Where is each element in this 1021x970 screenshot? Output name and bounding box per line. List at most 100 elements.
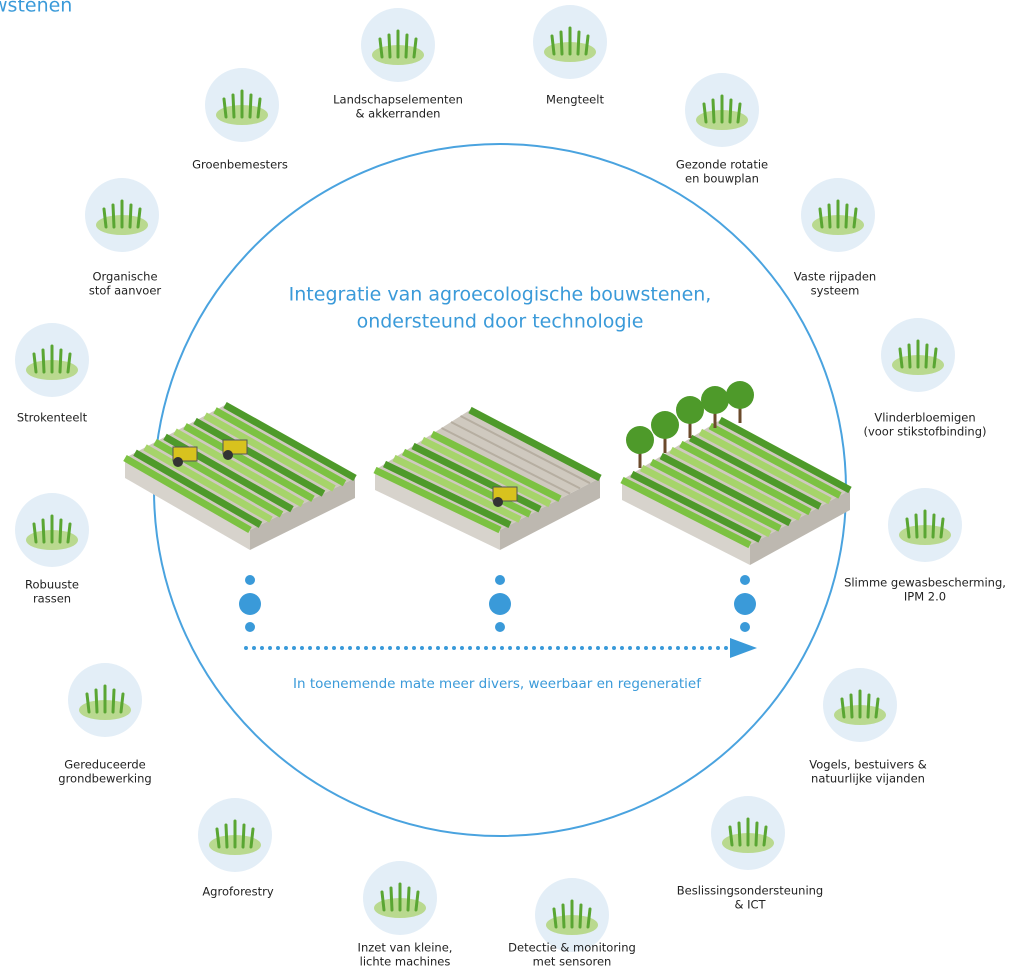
- node-icon-leaf: [258, 99, 260, 117]
- node-icon-leaf: [739, 823, 740, 845]
- stage-dot: [740, 622, 750, 632]
- node-label: Landschapselementen: [333, 93, 463, 107]
- node-icon-leaf: [842, 699, 844, 717]
- node-label: lichte machines: [360, 955, 451, 969]
- stage-dot: [495, 622, 505, 632]
- center-title: ondersteund door technologie: [357, 311, 644, 333]
- node-label: natuurlijke vijanden: [811, 772, 925, 786]
- node-icon-leaf: [934, 349, 936, 367]
- node-icon-leaf: [552, 36, 554, 54]
- node-icon-leaf: [60, 520, 61, 542]
- node-label: Vogels, bestuivers &: [809, 758, 926, 772]
- node-icon-leaf: [34, 354, 36, 372]
- stage-dot: [734, 593, 756, 615]
- node-icon-leaf: [34, 524, 36, 542]
- node-label: stof aanvoer: [89, 284, 162, 298]
- node-label: (voor stikstofbinding): [863, 425, 986, 439]
- node-icon-leaf: [224, 99, 226, 117]
- node-icon-leaf: [380, 39, 382, 57]
- node-label: IPM 2.0: [904, 590, 946, 604]
- arrow-head: [730, 638, 757, 658]
- node-icon-leaf: [820, 209, 822, 227]
- node-label: systeem: [811, 284, 860, 298]
- tree-crown: [676, 396, 704, 424]
- node-icon-leaf: [588, 909, 590, 927]
- node-icon-leaf: [251, 829, 253, 847]
- node-icon-leaf: [233, 95, 234, 117]
- node-icon-leaf: [68, 354, 70, 372]
- node-icon-leaf: [43, 350, 44, 372]
- node-icon-leaf: [406, 35, 407, 57]
- node-icon-leaf: [68, 524, 70, 542]
- node-icon-leaf: [907, 519, 909, 537]
- stage-dot: [740, 575, 750, 585]
- node-icon-leaf: [580, 905, 581, 927]
- node-icon-leaf: [926, 345, 927, 367]
- node-label: Detectie & monitoring: [508, 941, 636, 955]
- node-icon-leaf: [764, 827, 766, 845]
- node-icon-leaf: [243, 825, 244, 847]
- node-icon-leaf: [868, 695, 869, 717]
- node-icon-leaf: [730, 100, 731, 122]
- node-icon-leaf: [586, 36, 588, 54]
- node-icon-leaf: [554, 909, 556, 927]
- stage-dot: [245, 575, 255, 585]
- node-icon-leaf: [876, 699, 878, 717]
- node-icon-leaf: [389, 35, 390, 57]
- stage-dot: [239, 593, 261, 615]
- fields: [125, 381, 850, 565]
- node-icon-leaf: [87, 694, 89, 712]
- node-label: Vaste rijpaden: [794, 270, 876, 284]
- node-label: en bouwplan: [685, 172, 759, 186]
- center-subtitle: In toenemende mate meer divers, weerbaar…: [293, 676, 702, 692]
- node-icon-leaf: [104, 209, 106, 227]
- node-label: Robuuste: [25, 578, 79, 592]
- node-icon-leaf: [900, 349, 902, 367]
- node-label: Vlinderbloemigen: [874, 411, 975, 425]
- page: wstenen Integratie van agroecologische b…: [0, 0, 1021, 970]
- node-label: Slimme gewasbescherming,: [844, 576, 1006, 590]
- node-icon-leaf: [933, 515, 934, 537]
- node-icon-leaf: [113, 690, 114, 712]
- node-icon-leaf: [130, 205, 131, 227]
- tree-crown: [651, 411, 679, 439]
- node-label: Groenbemesters: [192, 158, 288, 172]
- node-icon-leaf: [578, 32, 579, 54]
- wheel: [173, 457, 183, 467]
- diagram: wstenen Integratie van agroecologische b…: [0, 0, 1021, 970]
- node-label: Mengteelt: [546, 93, 604, 107]
- node-label: Inzet van kleine,: [358, 941, 453, 955]
- node-label: met sensoren: [533, 955, 612, 969]
- node-label: grondbewerking: [58, 772, 151, 786]
- node-icon-leaf: [851, 695, 852, 717]
- center-title: Integratie van agroecologische bouwstene…: [289, 284, 712, 306]
- node-label: Beslissingsondersteuning: [677, 884, 823, 898]
- node-icon-leaf: [408, 888, 409, 910]
- node-icon-leaf: [854, 209, 856, 227]
- node-label: & akkerranden: [356, 107, 441, 121]
- node-icon-leaf: [250, 95, 251, 117]
- node-icon-leaf: [226, 825, 227, 847]
- node-icon-leaf: [909, 345, 910, 367]
- node-icon-leaf: [738, 104, 740, 122]
- tree-crown: [701, 386, 729, 414]
- node-icon-leaf: [829, 205, 830, 227]
- node-icon-leaf: [846, 205, 847, 227]
- node-icon-leaf: [121, 694, 123, 712]
- node-label: rassen: [33, 592, 71, 606]
- wheel: [223, 450, 233, 460]
- node-label: Organische: [92, 270, 157, 284]
- node-icon-leaf: [43, 520, 44, 542]
- node-icon-leaf: [382, 892, 384, 910]
- node-icon-leaf: [60, 350, 61, 372]
- stage-dot: [495, 575, 505, 585]
- node-icon-leaf: [704, 104, 706, 122]
- node-icon-leaf: [113, 205, 114, 227]
- header-title: wstenen: [0, 0, 72, 17]
- node-label: Gezonde rotatie: [676, 158, 768, 172]
- node-icon-leaf: [217, 829, 219, 847]
- node-icon-leaf: [561, 32, 562, 54]
- node-icon-leaf: [138, 209, 140, 227]
- node-icon-leaf: [391, 888, 392, 910]
- node-icon-leaf: [713, 100, 714, 122]
